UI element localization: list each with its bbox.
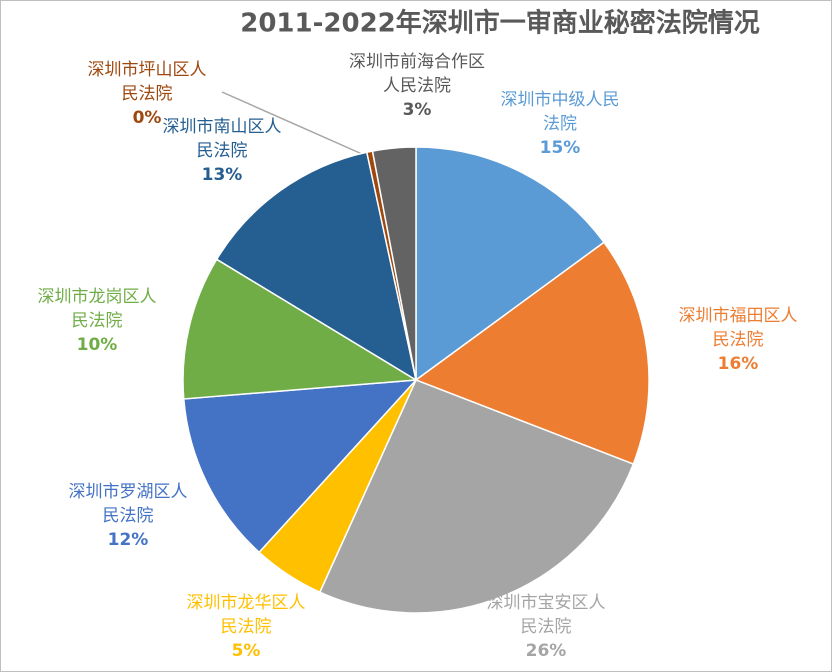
leader-line: [221, 91, 363, 155]
slice-label: 深圳市中级人民法院: [501, 90, 620, 134]
slice-percent: 16%: [718, 354, 759, 374]
slice-label: 深圳市前海合作区人民法院: [349, 52, 485, 96]
pie-slice: [182, 258, 419, 400]
slice-label: 深圳市南山区人民法院: [163, 117, 282, 161]
slice-percent: 13%: [202, 165, 243, 185]
slice-label: 深圳市龙华区人民法院: [187, 593, 306, 637]
slice-percent: 10%: [77, 335, 118, 355]
slice-percent: 15%: [540, 138, 581, 158]
slice-percent: 12%: [108, 530, 149, 550]
slice-label: 深圳市坪山区人民法院: [88, 60, 207, 104]
slice-label: 深圳市罗湖区人民法院: [69, 482, 188, 526]
slice-percent: 5%: [232, 641, 261, 661]
pie-slice: [182, 379, 418, 554]
slice-percent: 3%: [403, 100, 432, 120]
pie-slice: [415, 146, 606, 382]
slices: [182, 146, 650, 614]
slice-label: 深圳市宝安区人民法院: [487, 593, 606, 637]
slice-label: 深圳市福田区人民法院: [679, 306, 798, 350]
pie-slice: [414, 241, 650, 466]
pie-slice: [215, 151, 418, 382]
slice-percent: 26%: [526, 641, 567, 661]
pie-slice: [318, 379, 635, 614]
pie-slice: [371, 146, 417, 381]
chart-title: 2011-2022年深圳市一审商业秘密法院情况: [240, 8, 760, 39]
slice-percent: 0%: [133, 108, 162, 128]
slice-label: 深圳市龙岗区人民法院: [38, 287, 157, 331]
